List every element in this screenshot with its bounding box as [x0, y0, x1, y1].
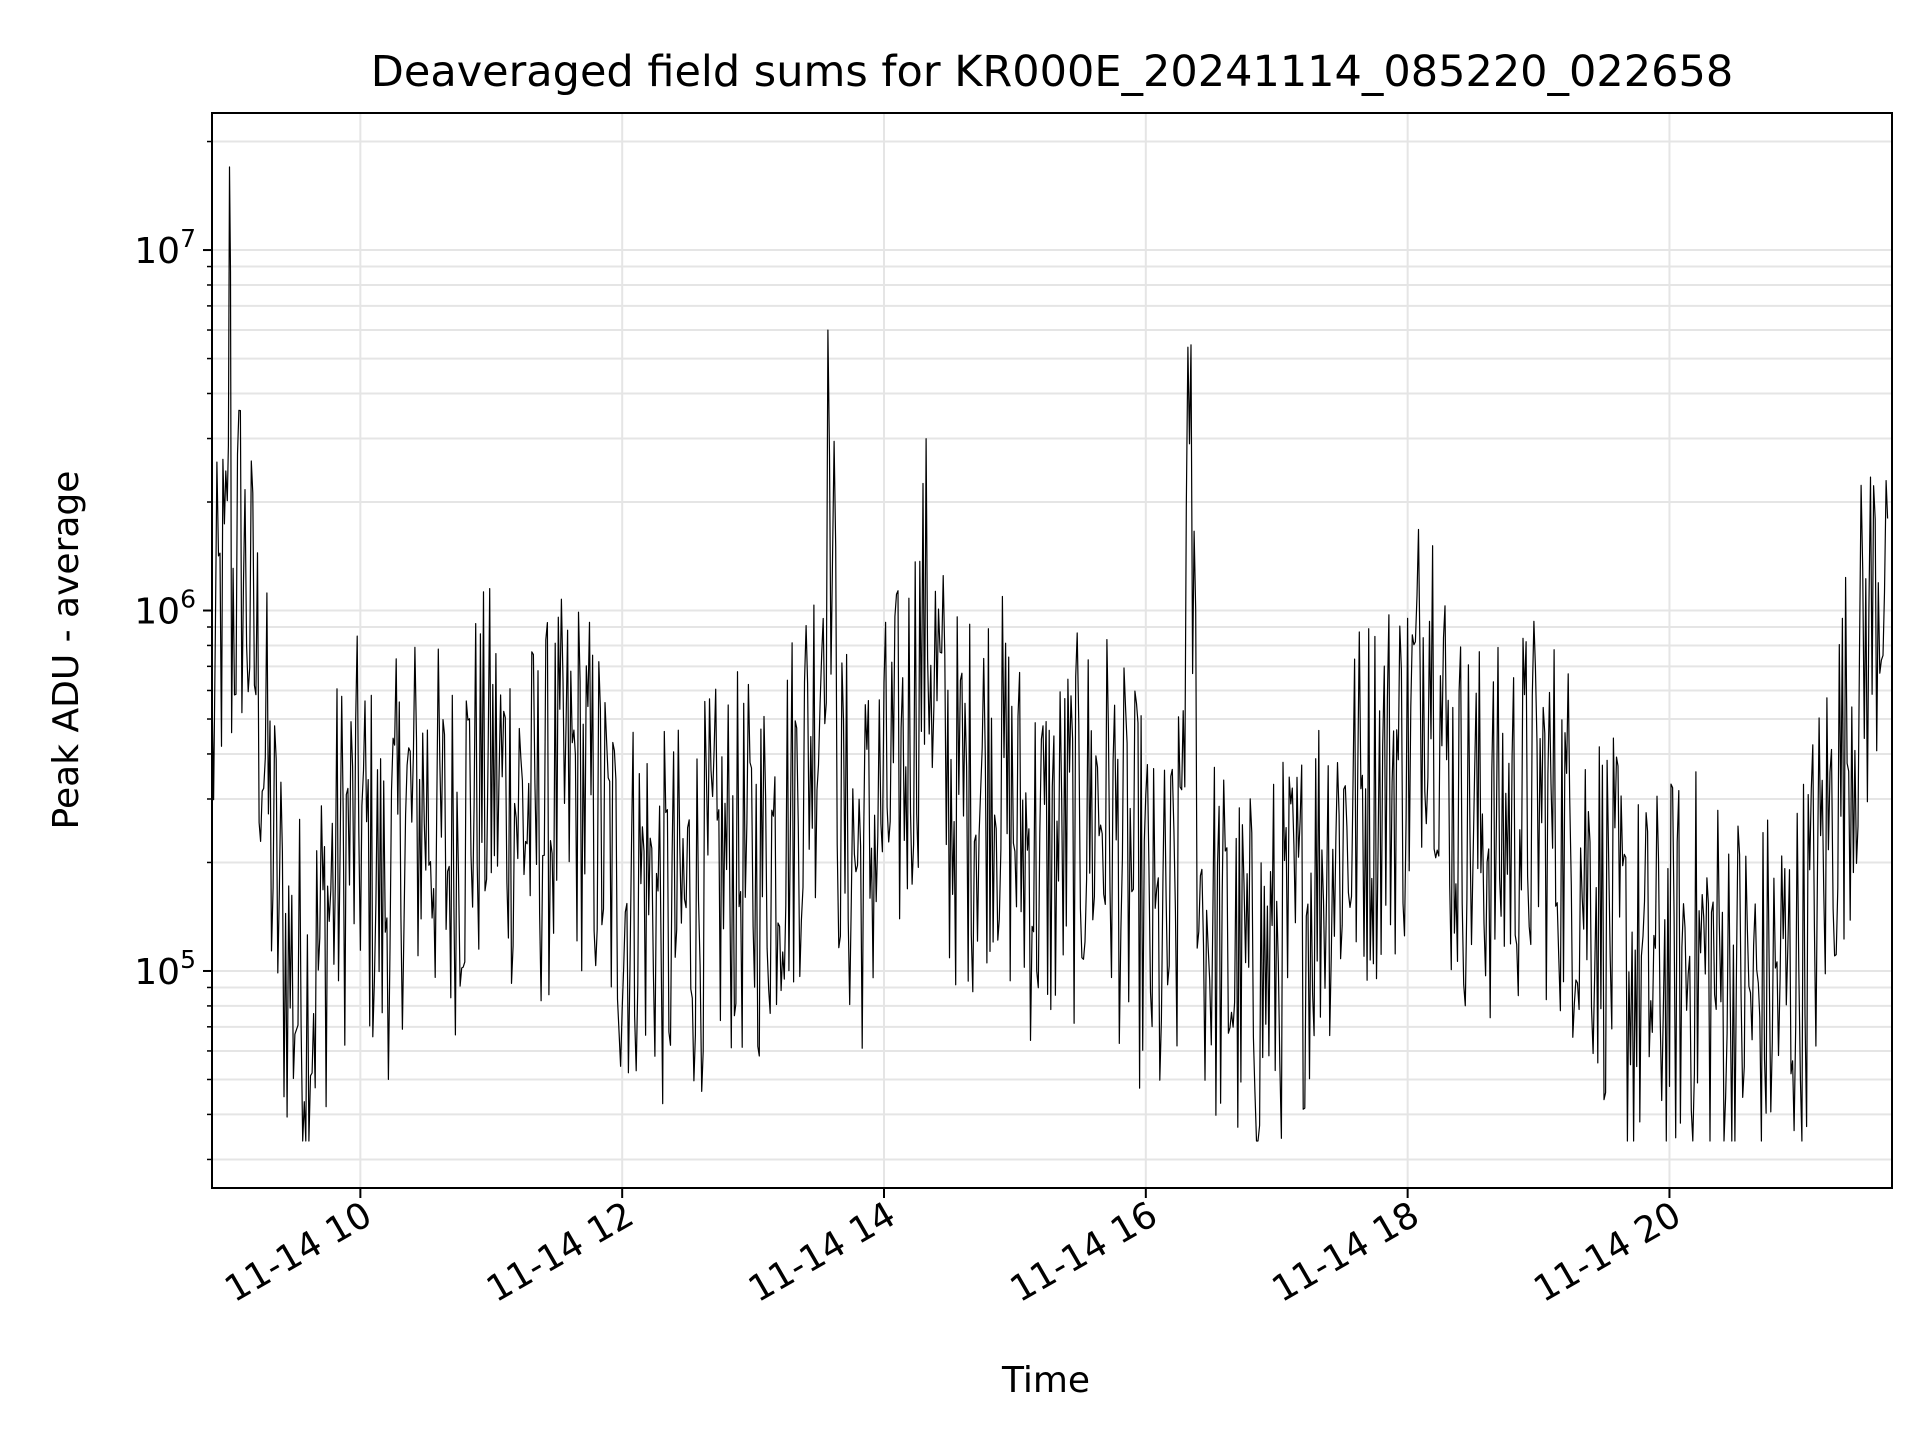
y-tick-base: 10 — [134, 592, 180, 633]
x-axis-label: Time — [1001, 1360, 1090, 1401]
plot-area — [211, 166, 1889, 1142]
y-tick-label: 106 — [134, 585, 196, 633]
plot-frame — [211, 112, 1893, 1189]
y-axis-label: Peak ADU - average — [46, 471, 87, 830]
y-tick-exponent: 7 — [180, 224, 196, 253]
series-line — [211, 166, 1889, 1142]
y-tick-base: 10 — [134, 952, 180, 993]
y-tick-base: 10 — [134, 231, 180, 272]
y-tick-exponent: 6 — [180, 585, 196, 614]
y-tick-label: 107 — [134, 224, 196, 272]
chart-title: Deaveraged field sums for KR000E_2024111… — [371, 47, 1733, 97]
y-tick-exponent: 5 — [180, 945, 196, 974]
y-tick-label: 105 — [134, 945, 196, 993]
